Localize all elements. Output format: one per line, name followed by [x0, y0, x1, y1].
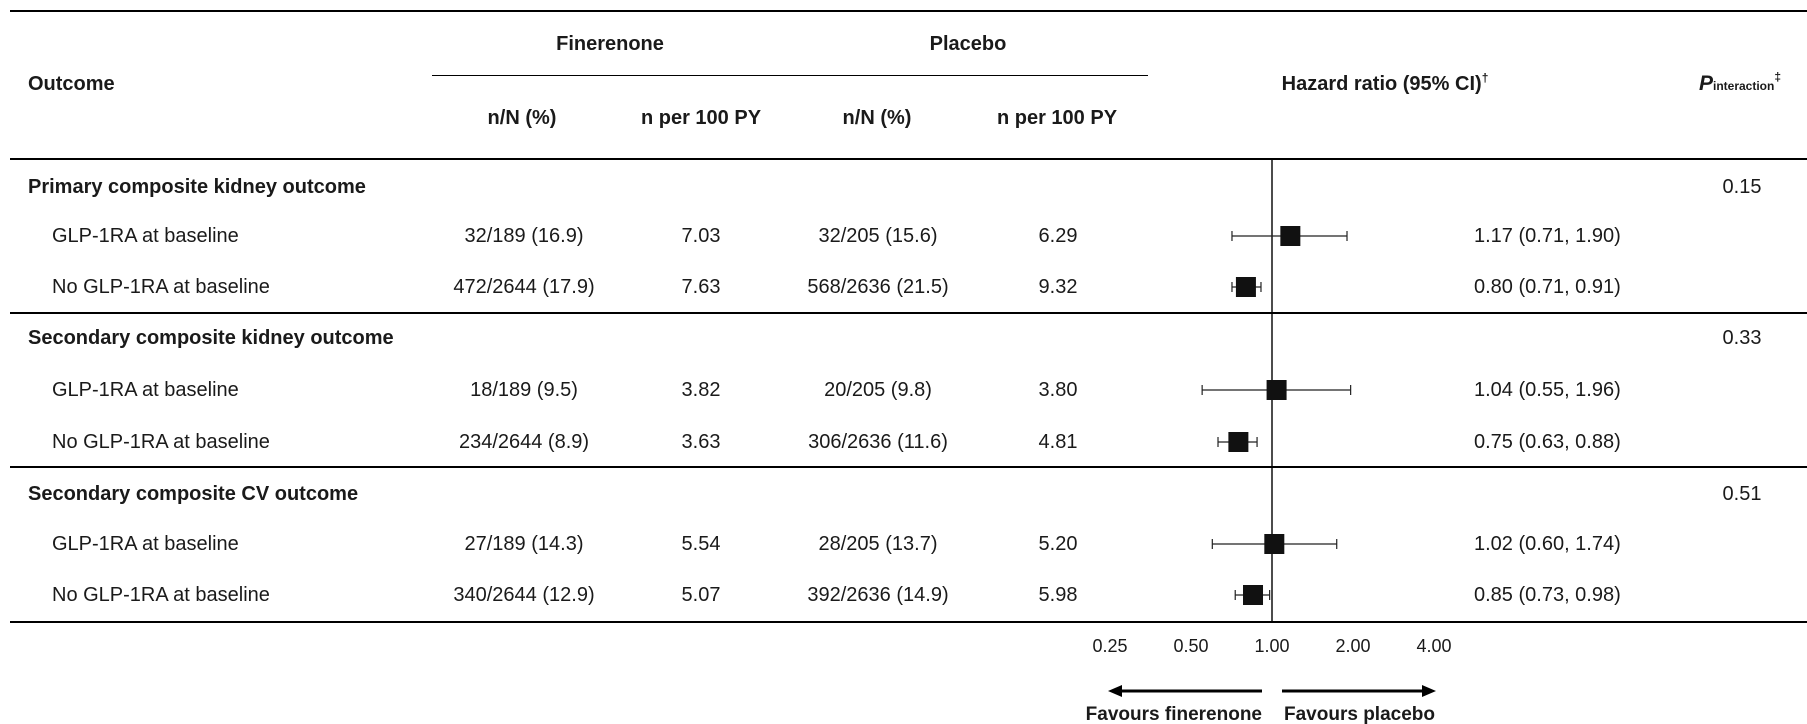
- hr-ci-text: 1.17 (0.71, 1.90): [1474, 225, 1621, 247]
- pla-nN: 568/2636 (21.5): [807, 276, 949, 298]
- fin-rate: 7.63: [681, 276, 721, 298]
- header-placebo: Placebo: [929, 33, 1007, 55]
- fin-rate: 5.07: [681, 584, 721, 606]
- top-rule: [10, 10, 1807, 12]
- fin-nN: 18/189 (9.5): [470, 379, 578, 401]
- pla-nN: 392/2636 (14.9): [807, 584, 949, 606]
- pla-rate: 6.29: [1038, 225, 1078, 247]
- header-hazard-ratio: Hazard ratio (95% CI)†: [1281, 71, 1489, 98]
- fin-nN: 340/2644 (12.9): [453, 584, 595, 606]
- fin-nN: 472/2644 (17.9): [453, 276, 595, 298]
- header-pla-nN: n/N (%): [842, 107, 912, 129]
- fin-nN: 27/189 (14.3): [464, 533, 584, 555]
- p-subscript: interaction: [1712, 79, 1775, 93]
- hr-point: [1266, 380, 1287, 400]
- p-letter: P: [1698, 72, 1713, 95]
- fin-nN: 234/2644 (8.9): [458, 431, 590, 453]
- row-label: GLP-1RA at baseline: [52, 379, 239, 401]
- hr-point: [1264, 534, 1285, 554]
- pla-nN: 32/205 (15.6): [818, 225, 938, 247]
- section-title: Primary composite kidney outcome: [28, 176, 366, 198]
- favours-right-arrowhead: [1422, 685, 1436, 697]
- fin-rate: 3.82: [681, 379, 721, 401]
- hr-point: [1228, 432, 1249, 452]
- hazard-ratio-mark: †: [1481, 71, 1489, 85]
- hr-ci-text: 0.80 (0.71, 0.91): [1474, 276, 1621, 298]
- favours-right-label: Favours placebo: [1284, 704, 1435, 724]
- row-label: No GLP-1RA at baseline: [52, 584, 270, 606]
- row-label: No GLP-1RA at baseline: [52, 431, 270, 453]
- header-pla-rate: n per 100 PY: [996, 107, 1118, 129]
- pla-rate: 4.81: [1038, 431, 1078, 453]
- header-outcome: Outcome: [28, 73, 115, 95]
- p-mark: ‡: [1774, 70, 1782, 84]
- fin-nN: 32/189 (16.9): [464, 225, 584, 247]
- pla-rate: 3.80: [1038, 379, 1078, 401]
- hr-ci-text: 1.02 (0.60, 1.74): [1474, 533, 1621, 555]
- tick-label: 2.00: [1335, 636, 1370, 656]
- favours-left-label: Favours finerenone: [1086, 704, 1262, 724]
- row-label: GLP-1RA at baseline: [52, 225, 239, 247]
- fin-rate: 5.54: [681, 533, 721, 555]
- hr-ci-text: 0.85 (0.73, 0.98): [1474, 584, 1621, 606]
- tick-label: 0.50: [1173, 636, 1208, 656]
- tick-label: 0.25: [1092, 636, 1127, 656]
- section-rule: [10, 312, 1807, 314]
- p-interaction-value: 0.15: [1722, 176, 1762, 198]
- hazard-ratio-label: Hazard ratio (95% CI): [1281, 73, 1482, 95]
- tick-label: 1.00: [1254, 636, 1289, 656]
- p-interaction-value: 0.33: [1722, 327, 1762, 349]
- pla-rate: 9.32: [1038, 276, 1078, 298]
- section-title: Secondary composite kidney outcome: [28, 327, 394, 349]
- pla-rate: 5.98: [1038, 584, 1078, 606]
- hr-point: [1280, 226, 1301, 246]
- group-underline: [432, 75, 1148, 76]
- header-fin-nN: n/N (%): [487, 107, 557, 129]
- row-label: No GLP-1RA at baseline: [52, 276, 270, 298]
- hr-ci-text: 1.04 (0.55, 1.96): [1474, 379, 1621, 401]
- hr-point: [1243, 585, 1264, 605]
- pla-rate: 5.20: [1038, 533, 1078, 555]
- header-p-interaction: Pinteraction‡: [1698, 70, 1782, 98]
- pla-nN: 20/205 (9.8): [824, 379, 932, 401]
- pla-nN: 306/2636 (11.6): [808, 431, 948, 453]
- tick-label: 4.00: [1416, 636, 1451, 656]
- p-interaction-value: 0.51: [1722, 483, 1762, 505]
- fin-rate: 7.03: [681, 225, 721, 247]
- header-fin-rate: n per 100 PY: [640, 107, 762, 129]
- row-label: GLP-1RA at baseline: [52, 533, 239, 555]
- header-finerenone: Finerenone: [556, 33, 664, 55]
- section-title: Secondary composite CV outcome: [28, 483, 359, 505]
- pla-nN: 28/205 (13.7): [818, 533, 938, 555]
- fin-rate: 3.63: [681, 431, 721, 453]
- favours-left-arrowhead: [1108, 685, 1122, 697]
- bottom-rule: [10, 621, 1807, 623]
- hr-point: [1235, 277, 1256, 297]
- hr-ci-text: 0.75 (0.63, 0.88): [1474, 431, 1621, 453]
- header-rule: [10, 158, 1807, 160]
- section-rule: [10, 466, 1807, 468]
